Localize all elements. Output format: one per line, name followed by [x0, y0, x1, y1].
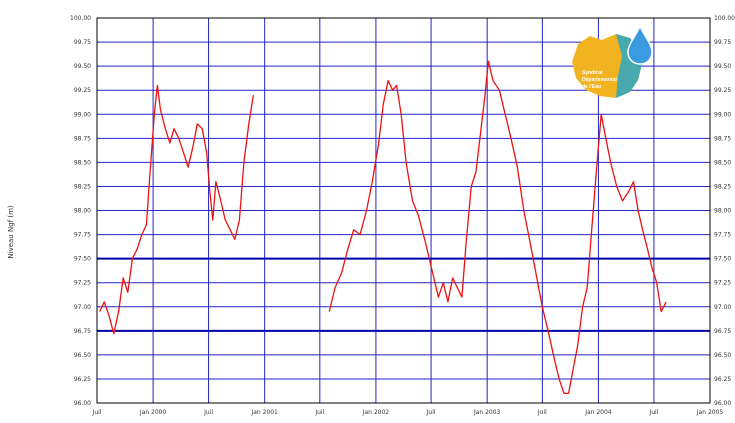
y-tick-label-right: 99.75 — [714, 39, 731, 46]
y-tick-label: 98.00 — [74, 208, 91, 215]
x-tick-label: Jan 2001 — [250, 409, 278, 416]
logo-line-1: Syndicat — [582, 70, 603, 76]
y-tick-label-right: 97.00 — [714, 304, 731, 311]
y-tick-label-right: 97.75 — [714, 232, 731, 239]
y-tick-label: 97.50 — [74, 256, 91, 263]
series-line-segment — [328, 60, 667, 395]
y-tick-label: 100.00 — [70, 15, 91, 22]
x-tick-label: Juil — [203, 409, 213, 416]
x-tick-label: Juil — [537, 409, 547, 416]
x-tick-label: Juil — [314, 409, 324, 416]
y-tick-label: 97.25 — [74, 280, 91, 287]
y-tick-label: 97.75 — [74, 232, 91, 239]
y-tick-label: 96.75 — [74, 328, 91, 335]
y-tick-label: 99.50 — [74, 63, 91, 70]
y-tick-label: 98.25 — [74, 183, 91, 190]
y-tick-label-right: 96.25 — [714, 376, 731, 383]
x-tick-label: Jan 2004 — [584, 409, 612, 416]
y-tick-label: 96.50 — [74, 352, 91, 359]
y-tick-label: 99.75 — [74, 39, 91, 46]
y-tick-label-right: 99.25 — [714, 87, 731, 94]
x-tick-labels: Juil Jan 2000 Juil Jan 2001 Juil Jan 2002 Juil… — [92, 409, 724, 416]
y-tick-label-right: 99.00 — [714, 111, 731, 118]
y-tick-labels-left: 96.00 96.25 96.50 96.75 97.00 97.25 97.50 97.75… — [70, 15, 91, 407]
series-line-segment — [99, 84, 255, 335]
y-tick-label-right: 98.00 — [714, 208, 731, 215]
y-tick-label-right: 100.00 — [714, 15, 735, 22]
organization-logo: Syndicat Départemental de l'Eau — [572, 23, 653, 98]
y-tick-label: 98.75 — [74, 135, 91, 142]
y-tick-label-right: 99.50 — [714, 63, 731, 70]
x-tick-label: Juil — [92, 409, 102, 416]
series-layer — [99, 60, 667, 395]
x-tick-label: Juil — [648, 409, 658, 416]
y-tick-labels-right: 96.00 96.25 96.50 96.75 97.00 97.25 97.50 97.75… — [714, 15, 735, 407]
y-tick-label-right: 98.25 — [714, 183, 731, 190]
x-tick-label: Jan 2005 — [696, 409, 724, 416]
y-tick-label-right: 98.50 — [714, 159, 731, 166]
x-tick-label: Jan 2002 — [362, 409, 390, 416]
y-axis-label: Niveau Ngf (m) — [7, 205, 15, 259]
y-tick-label-right: 96.50 — [714, 352, 731, 359]
y-tick-label-right: 96.00 — [714, 400, 731, 407]
y-tick-label: 99.00 — [74, 111, 91, 118]
y-tick-label: 98.50 — [74, 159, 91, 166]
y-tick-label-right: 97.50 — [714, 256, 731, 263]
y-tick-label: 97.00 — [74, 304, 91, 311]
droplet-icon — [627, 23, 653, 65]
plot-frame — [96, 17, 711, 404]
y-tick-label: 99.25 — [74, 87, 91, 94]
y-tick-label-right: 96.75 — [714, 328, 731, 335]
reference-lines — [97, 257, 710, 332]
y-tick-label: 96.25 — [74, 376, 91, 383]
y-tick-label: 96.00 — [74, 400, 91, 407]
y-tick-label-right: 97.25 — [714, 280, 731, 287]
logo-line-2: Départemental — [582, 77, 617, 83]
logo-line-3: de l'Eau — [582, 84, 601, 90]
x-tick-label: Juil — [426, 409, 436, 416]
x-tick-label: Jan 2000 — [139, 409, 167, 416]
x-tick-label: Jan 2003 — [473, 409, 501, 416]
y-tick-label-right: 98.75 — [714, 135, 731, 142]
